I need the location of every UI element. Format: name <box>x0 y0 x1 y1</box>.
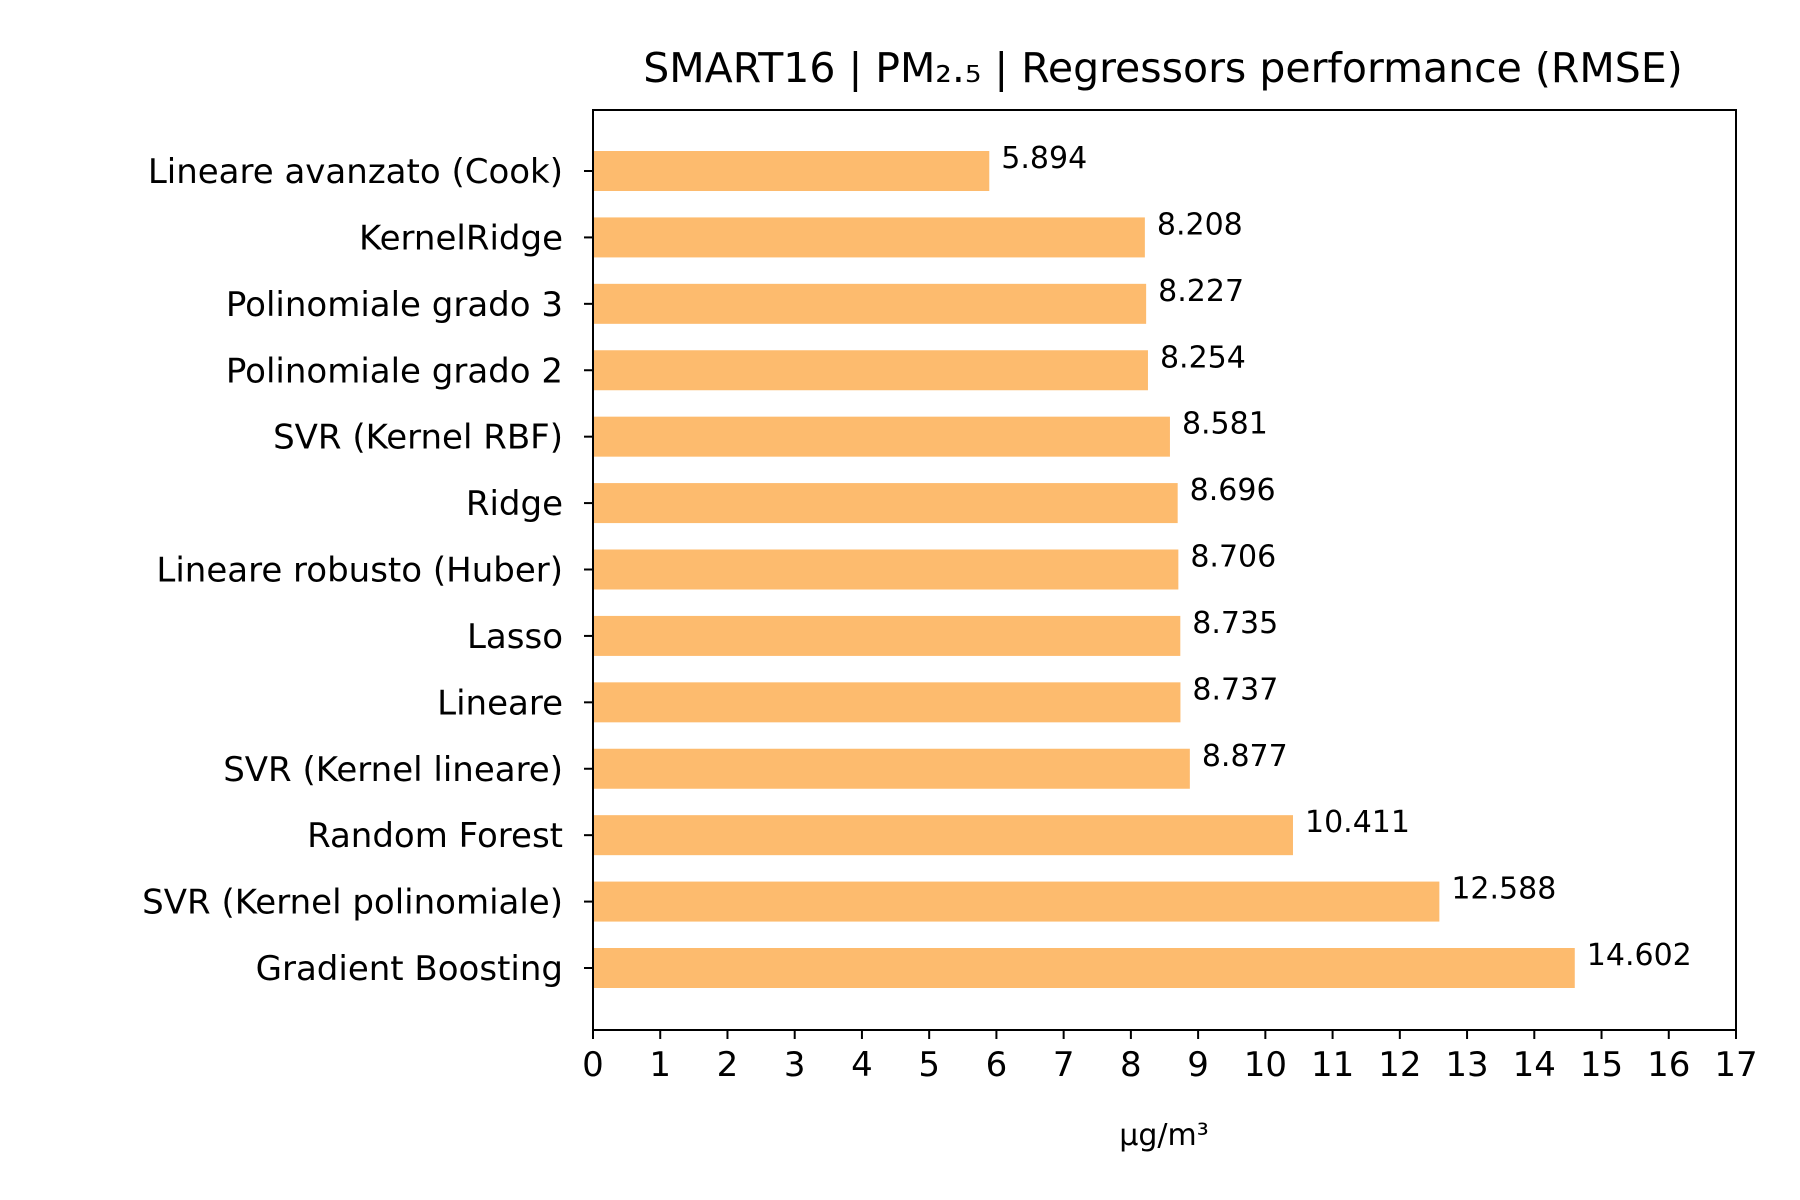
bar <box>593 748 1190 789</box>
category-label: Lineare <box>437 683 563 723</box>
bar <box>593 151 990 191</box>
x-tick-label: 16 <box>1647 1045 1690 1085</box>
value-label: 8.737 <box>1192 672 1278 707</box>
category-label: Lineare robusto (Huber) <box>156 551 563 591</box>
x-tick-label: 0 <box>582 1045 604 1085</box>
category-label: Polinomiale grado 2 <box>226 351 563 391</box>
category-label: Lasso <box>467 617 563 657</box>
x-axis-label: µg/m³ <box>1119 1118 1209 1153</box>
value-label: 14.602 <box>1587 938 1692 973</box>
value-label: 8.254 <box>1160 340 1246 375</box>
bar <box>593 881 1440 922</box>
bar <box>593 416 1170 457</box>
category-label: Random Forest <box>307 816 563 856</box>
plot-frame <box>592 109 1737 1031</box>
category-label: SVR (Kernel lineare) <box>223 750 563 790</box>
value-label: 8.877 <box>1202 739 1288 774</box>
x-tick-label: 6 <box>986 1045 1008 1085</box>
category-label: Ridge <box>466 484 563 524</box>
x-tick-label: 9 <box>1187 1045 1209 1085</box>
value-label: 8.706 <box>1190 540 1276 575</box>
x-tick-label: 12 <box>1378 1045 1421 1085</box>
x-tick-label: 13 <box>1445 1045 1488 1085</box>
category-label: KernelRidge <box>359 218 563 258</box>
bar <box>593 815 1293 856</box>
x-tick-label: 8 <box>1120 1045 1142 1085</box>
bar <box>593 615 1181 656</box>
x-tick-label: 4 <box>851 1045 873 1085</box>
x-tick-label: 3 <box>784 1045 806 1085</box>
value-label: 8.581 <box>1182 407 1268 442</box>
category-label: Polinomiale grado 3 <box>226 285 563 325</box>
chart-title: SMART16 | PM₂.₅ | Regressors performance… <box>643 44 1682 92</box>
x-tick-label: 7 <box>1053 1045 1075 1085</box>
x-tick-label: 10 <box>1244 1045 1287 1085</box>
value-label: 8.735 <box>1192 606 1278 641</box>
value-label: 8.208 <box>1157 207 1243 242</box>
bar <box>593 283 1147 324</box>
bar <box>593 682 1181 723</box>
x-tick-label: 14 <box>1513 1045 1556 1085</box>
x-tick-label: 11 <box>1311 1045 1354 1085</box>
bar <box>593 217 1145 258</box>
value-label: 12.588 <box>1451 872 1556 907</box>
category-label: Lineare avanzato (Cook) <box>148 152 563 192</box>
category-label: SVR (Kernel polinomiale) <box>142 883 563 923</box>
x-tick-label: 15 <box>1580 1045 1623 1085</box>
category-label: Gradient Boosting <box>256 949 563 989</box>
value-label: 10.411 <box>1305 805 1410 840</box>
x-tick-label: 5 <box>918 1045 940 1085</box>
bar <box>593 549 1179 590</box>
x-tick-label: 17 <box>1714 1045 1757 1085</box>
bars-layer: 5.894 8.208 8.227 8.254 8.581 8.696 8.706 8.735… <box>593 141 1692 988</box>
value-label: 5.894 <box>1001 141 1087 176</box>
bar <box>593 350 1148 391</box>
category-label: SVR (Kernel RBF) <box>273 418 563 458</box>
bar <box>593 483 1178 524</box>
value-label: 8.227 <box>1158 274 1244 309</box>
ticks-layer: Lineare avanzato (Cook) KernelRidge Polino… <box>142 152 1757 1085</box>
value-label: 8.696 <box>1190 473 1276 508</box>
x-tick-label: 1 <box>649 1045 671 1085</box>
x-tick-label: 2 <box>717 1045 739 1085</box>
bar <box>593 948 1575 988</box>
